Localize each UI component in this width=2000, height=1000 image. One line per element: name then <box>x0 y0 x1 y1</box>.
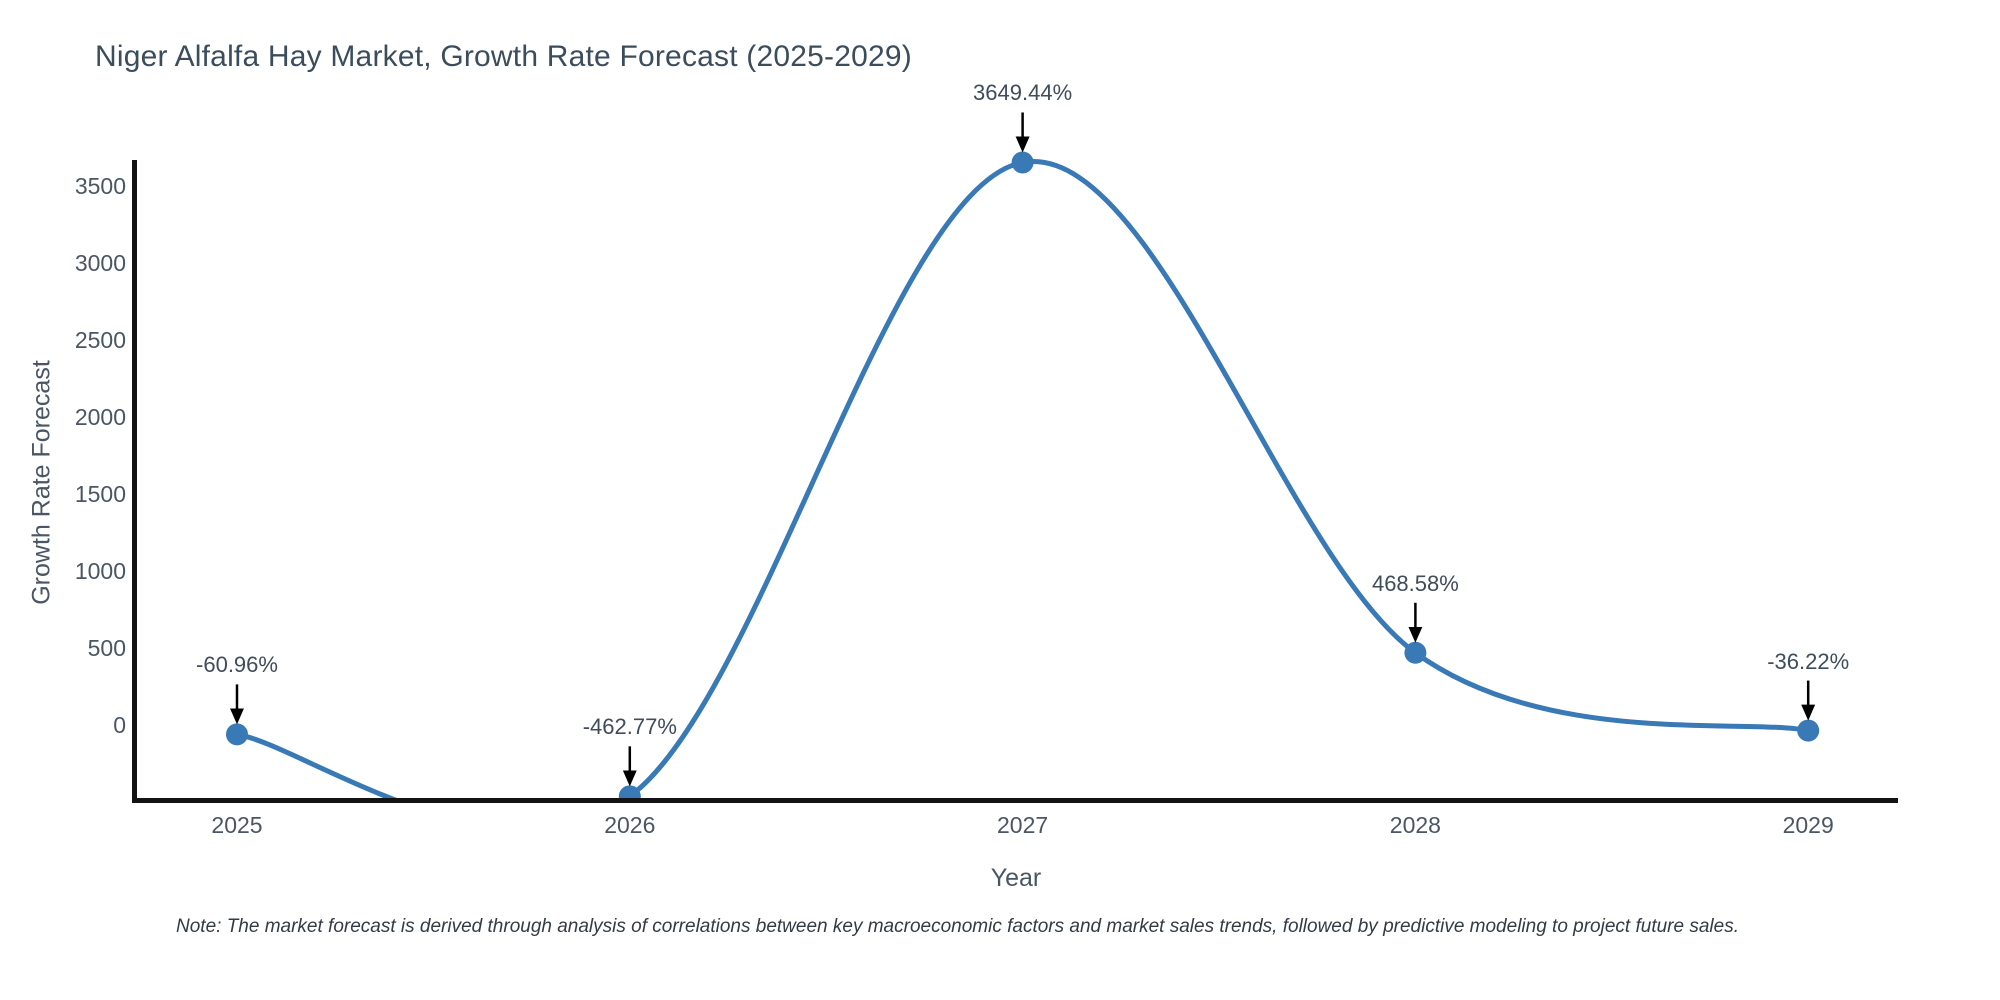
annotation-label-2025: -60.96% <box>196 652 278 678</box>
footnote: Note: The market forecast is derived thr… <box>176 916 1739 937</box>
data-point-2027 <box>1011 151 1034 174</box>
data-point-markers <box>226 151 1820 800</box>
forecast-line <box>236 159 1809 800</box>
annotation-label-2027: 3649.44% <box>973 80 1073 106</box>
y-tick-1500: 1500 <box>74 480 126 507</box>
y-tick-1000: 1000 <box>74 557 126 584</box>
data-point-2025 <box>226 723 248 746</box>
y-tick-2000: 2000 <box>74 403 126 430</box>
annotation-arrows <box>230 112 1816 787</box>
annotation-label-2026: -462.77% <box>582 714 677 740</box>
y-tick-500: 500 <box>87 634 126 661</box>
y-tick-3500: 3500 <box>74 172 126 199</box>
annotation-label-2029: -36.22% <box>1767 648 1850 674</box>
data-point-2029 <box>1797 719 1820 742</box>
chart-title: Niger Alfalfa Hay Market, Growth Rate Fo… <box>95 40 912 73</box>
data-point-2028 <box>1404 641 1427 664</box>
x-tick-2028: 2028 <box>1389 812 1441 838</box>
y-tick-3000: 3000 <box>74 249 126 276</box>
data-point-2026 <box>618 785 641 800</box>
x-axis-title: Year <box>990 864 1042 892</box>
annotation-label-2028: 468.58% <box>1371 570 1459 596</box>
y-tick-2500: 2500 <box>74 326 126 353</box>
x-tick-2025: 2025 <box>211 812 263 838</box>
x-tick-2026: 2026 <box>604 812 656 838</box>
x-tick-2027: 2027 <box>997 812 1049 838</box>
y-tick-0: 0 <box>113 712 126 738</box>
x-tick-2029: 2029 <box>1782 812 1834 838</box>
